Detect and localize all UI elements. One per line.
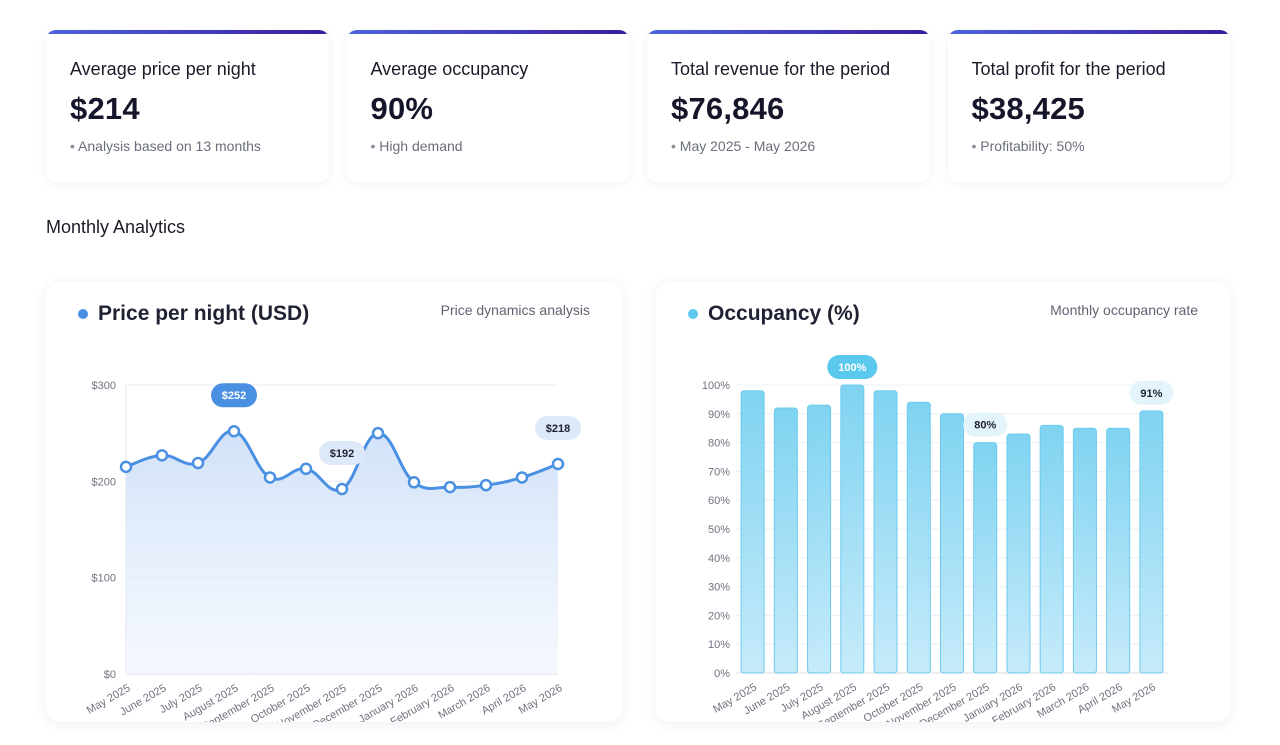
chart-title: Price per night (USD)	[98, 302, 310, 325]
data-point	[227, 424, 241, 438]
bar	[940, 413, 964, 674]
chart-header: Price per night (USD)	[78, 302, 309, 326]
y-tick-label: 70%	[708, 466, 730, 478]
bar	[773, 407, 798, 674]
y-tick-label: 100%	[702, 380, 730, 392]
y-tick-label: $200	[92, 476, 116, 488]
data-point	[191, 456, 205, 470]
bar	[1072, 427, 1097, 674]
kpi-label: Total revenue for the period	[671, 59, 891, 79]
kpi-value: 90%	[370, 91, 434, 126]
y-tick-label: 0%	[714, 668, 730, 680]
data-label-badge	[211, 383, 257, 408]
data-label: $252	[222, 390, 246, 402]
bar	[740, 390, 765, 674]
kpi-label: Total profit for the period	[971, 59, 1166, 79]
data-label-badge	[827, 355, 878, 379]
kpi-value: $38,425	[971, 91, 1085, 126]
data-point	[443, 480, 457, 494]
data-point	[119, 460, 133, 474]
data-label: $192	[330, 448, 354, 460]
data-point	[551, 457, 565, 471]
bar	[840, 384, 865, 674]
kpi-card-total-revenue: Total revenue for the period $76,846 May…	[647, 30, 930, 182]
legend-dot-icon	[78, 309, 88, 319]
bar	[1006, 433, 1031, 674]
kpi-card-avg-price: Average price per night $214 Analysis ba…	[46, 30, 329, 182]
legend-dot-icon	[688, 309, 698, 319]
bar	[1106, 427, 1131, 674]
bar	[1039, 424, 1064, 674]
data-point	[515, 471, 529, 484]
y-tick-label: $100	[92, 573, 116, 585]
kpi-note: May 2025 - May 2026	[671, 138, 815, 154]
kpi-row: Average price per night $214 Analysis ba…	[46, 30, 1230, 182]
occupancy-chart-card: 0% 10% 20% 30% 40% 50% 60% 70% 80% 90% 100% 100% 80%…	[656, 282, 1230, 722]
data-point	[335, 482, 349, 496]
kpi-note: High demand	[371, 138, 462, 154]
chart-subtitle: Price dynamics analysis	[440, 302, 590, 318]
y-tick-label: 60%	[708, 495, 730, 507]
y-tick-label: $300	[92, 380, 116, 392]
chart-header: Occupancy (%)	[688, 302, 860, 326]
series-area	[126, 431, 558, 674]
occupancy-chart: 0% 10% 20% 30% 40% 50% 60% 70% 80% 90% 100% 100% 80%…	[702, 355, 1174, 722]
chart-title: Occupancy (%)	[708, 302, 860, 325]
kpi-note: Analysis based on 13 months	[70, 138, 261, 154]
kpi-label: Average occupancy	[370, 59, 529, 79]
bar	[1139, 410, 1164, 674]
y-tick-label: 20%	[708, 610, 730, 622]
kpi-card-total-profit: Total profit for the period $38,425 Prof…	[947, 30, 1230, 182]
kpi-card-avg-occupancy: Average occupancy 90% High demand	[346, 30, 629, 182]
bar	[906, 401, 931, 674]
data-point	[155, 449, 169, 462]
chart-subtitle: Monthly occupancy rate	[1050, 302, 1198, 318]
bar	[873, 390, 898, 674]
y-tick-label: 40%	[708, 553, 730, 565]
kpi-label: Average price per night	[70, 59, 256, 79]
kpi-value: $76,846	[671, 91, 785, 126]
data-point	[263, 471, 277, 484]
y-tick-label: 80%	[708, 438, 730, 450]
data-label: 80%	[974, 420, 996, 432]
data-point	[371, 426, 385, 440]
data-label-badge	[535, 415, 581, 440]
y-tick-label: $0	[104, 669, 116, 681]
data-point	[299, 462, 313, 476]
data-label: 91%	[1140, 388, 1162, 400]
data-point	[407, 476, 421, 489]
bar	[807, 404, 832, 674]
data-label-badge	[1129, 380, 1174, 405]
data-label-badge	[963, 412, 1008, 437]
section-title: Monthly Analytics	[46, 217, 186, 237]
bar	[973, 442, 998, 674]
data-label-badge	[319, 441, 365, 466]
kpi-note: Profitability: 50%	[972, 138, 1084, 154]
y-tick-label: 50%	[708, 524, 730, 536]
data-label: $218	[546, 423, 570, 435]
data-point	[479, 478, 493, 492]
y-tick-label: 30%	[708, 582, 730, 594]
kpi-value: $214	[70, 91, 140, 126]
y-tick-label: 90%	[708, 409, 730, 421]
y-tick-label: 10%	[708, 639, 730, 651]
data-label: 100%	[838, 362, 866, 374]
price-chart-card: $0 $100 $200 $300 $252 $192 $218 May 2025 June 2…	[46, 282, 622, 722]
